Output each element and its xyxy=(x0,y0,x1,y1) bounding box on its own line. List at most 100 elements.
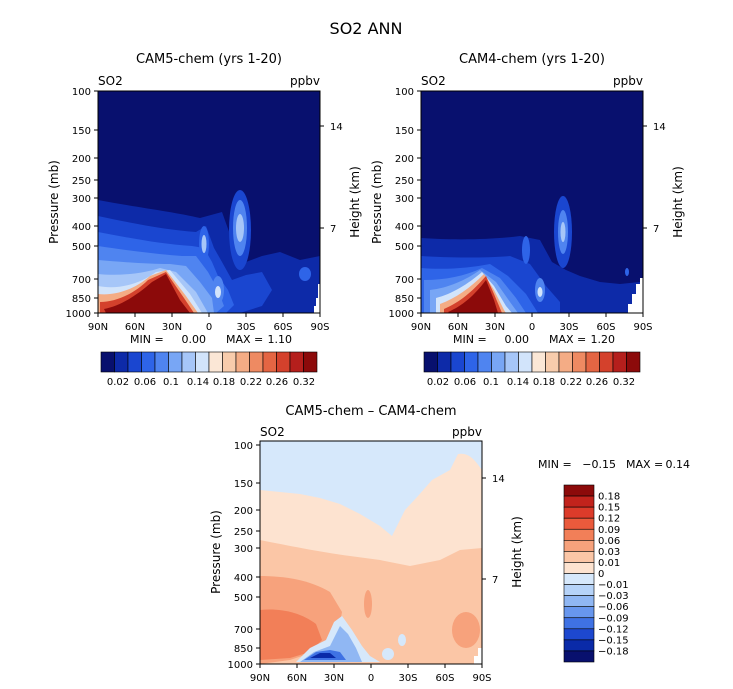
colorbar-swatch xyxy=(289,351,304,373)
colorbar-swatch xyxy=(168,351,183,373)
colorbar-label: 0.15 xyxy=(598,503,620,514)
panel-cam4-y2ticks: 14 7 xyxy=(643,122,666,235)
panel-diff-contours xyxy=(260,441,482,664)
colorbar-label: 0.1 xyxy=(163,377,179,388)
ylabel: Pressure (mb) xyxy=(47,160,61,244)
ytick-label: 700 xyxy=(234,625,253,636)
panel-cam4-minmax: MIN = 0.00 MAX = 1.20 xyxy=(453,333,615,346)
panel-diff-colorbar xyxy=(563,484,595,663)
colorbar-swatch xyxy=(563,639,595,652)
xtick-label: 90S xyxy=(310,322,329,333)
xtick-label: 30N xyxy=(162,322,182,333)
panel-cam5-contours xyxy=(98,91,320,313)
xtick-label: 60S xyxy=(273,322,292,333)
max-label: MAX = xyxy=(626,458,663,471)
min-label: MIN = xyxy=(130,333,164,346)
contour-fill xyxy=(310,653,336,658)
xtick-label: 0 xyxy=(368,673,374,684)
contour-fill xyxy=(382,648,394,660)
panel-cam4-units: ppbv xyxy=(613,74,643,88)
colorbar-swatch xyxy=(563,506,595,519)
colorbar-swatch xyxy=(563,584,595,596)
colorbar-swatch xyxy=(518,351,533,373)
colorbar-label: 0.22 xyxy=(560,377,582,388)
colorbar-swatch xyxy=(563,595,595,607)
panel-diff-y2ticks: 14 7 xyxy=(482,474,505,586)
panel-cam5: CAM5-chem (yrs 1-20) SO2 ppbv xyxy=(47,52,362,388)
y2tick-label: 7 xyxy=(330,224,336,235)
ylabel: Pressure (mb) xyxy=(209,510,223,594)
xtick-label: 90S xyxy=(633,322,652,333)
panel-diff-yticks: 100 150 200 250 300 400 500 700 850 1000 xyxy=(228,441,260,671)
xtick-label: 90N xyxy=(250,673,270,684)
panel-cam4-yticks: 100 150 200 250 300 400 500 700 850 1000 xyxy=(389,87,421,320)
xtick-label: 60N xyxy=(125,322,145,333)
colorbar-swatch xyxy=(626,351,641,373)
colorbar-swatch xyxy=(504,351,519,373)
ytick-label: 300 xyxy=(234,544,253,555)
colorbar-swatch xyxy=(303,351,318,373)
panel-cam5-minmax: MIN = 0.00 MAX = 1.10 xyxy=(130,333,292,346)
ytick-label: 150 xyxy=(234,479,253,490)
colorbar-swatch xyxy=(195,351,210,373)
ytick-label: 700 xyxy=(72,275,91,286)
panel-cam4: CAM4-chem (yrs 1-20) SO2 ppbv 1 xyxy=(370,52,685,388)
below-ground-mask xyxy=(628,278,643,313)
colorbar-swatch xyxy=(141,351,156,373)
colorbar-swatch xyxy=(450,351,465,373)
colorbar-swatch xyxy=(114,351,129,373)
contour-fill xyxy=(398,634,406,646)
panel-diff-units: ppbv xyxy=(452,425,482,439)
ytick-label: 200 xyxy=(72,154,91,165)
colorbar-label: 0.18 xyxy=(533,377,555,388)
max-label: MAX = xyxy=(549,333,586,346)
ytick-label: 150 xyxy=(395,126,414,137)
y2tick-label: 14 xyxy=(653,122,666,133)
y2tick-label: 7 xyxy=(653,224,659,235)
colorbar-swatch xyxy=(585,351,600,373)
colorbar-swatch xyxy=(491,351,506,373)
colorbar-swatch xyxy=(563,540,595,552)
colorbar-swatch xyxy=(612,351,627,373)
colorbar-swatch xyxy=(423,351,438,373)
ytick-label: 300 xyxy=(72,194,91,205)
panel-cam4-xticks: 90N 60N 30N 0 30S 60S 90S xyxy=(411,313,653,333)
xtick-label: 0 xyxy=(206,322,212,333)
xtick-label: 0 xyxy=(529,322,535,333)
ytick-label: 100 xyxy=(395,87,414,98)
colorbar-swatch xyxy=(545,351,560,373)
ytick-label: 200 xyxy=(234,506,253,517)
panel-diff-field-label: SO2 xyxy=(260,425,285,439)
colorbar-label: 0.18 xyxy=(213,377,235,388)
ylabel: Pressure (mb) xyxy=(370,160,384,244)
colorbar-swatch xyxy=(276,351,291,373)
y2tick-label: 14 xyxy=(330,122,343,133)
colorbar-swatch xyxy=(563,606,595,619)
y2label: Height (km) xyxy=(671,166,685,237)
colorbar-label: 0.01 xyxy=(598,558,620,569)
colorbar-label: −0.12 xyxy=(598,624,629,635)
panel-cam5-xticks: 90N 60N 30N 0 30S 60S 90S xyxy=(88,313,330,333)
colorbar-label: 0.26 xyxy=(266,377,288,388)
colorbar-label: 0.06 xyxy=(454,377,476,388)
ytick-label: 500 xyxy=(234,593,253,604)
contour-fill xyxy=(104,274,190,313)
ytick-label: 300 xyxy=(395,194,414,205)
panel-cam5-colorbar xyxy=(100,351,318,373)
contour-fill xyxy=(448,280,498,313)
xtick-label: 90N xyxy=(411,322,431,333)
max-value: 0.14 xyxy=(666,458,691,471)
ytick-label: 100 xyxy=(72,87,91,98)
ytick-label: 250 xyxy=(234,527,253,538)
colorbar-swatch xyxy=(531,351,546,373)
y2label: Height (km) xyxy=(510,516,524,587)
max-label: MAX = xyxy=(226,333,263,346)
xtick-label: 30S xyxy=(559,322,578,333)
y2tick-label: 14 xyxy=(492,474,505,485)
contour-fill xyxy=(522,236,530,264)
ytick-label: 100 xyxy=(234,441,253,452)
panel-diff-title: CAM5-chem – CAM4-chem xyxy=(285,404,456,419)
panel-cam5-title: CAM5-chem (yrs 1-20) xyxy=(136,52,282,67)
ytick-label: 850 xyxy=(395,294,414,305)
panel-cam4-title: CAM4-chem (yrs 1-20) xyxy=(459,52,605,67)
